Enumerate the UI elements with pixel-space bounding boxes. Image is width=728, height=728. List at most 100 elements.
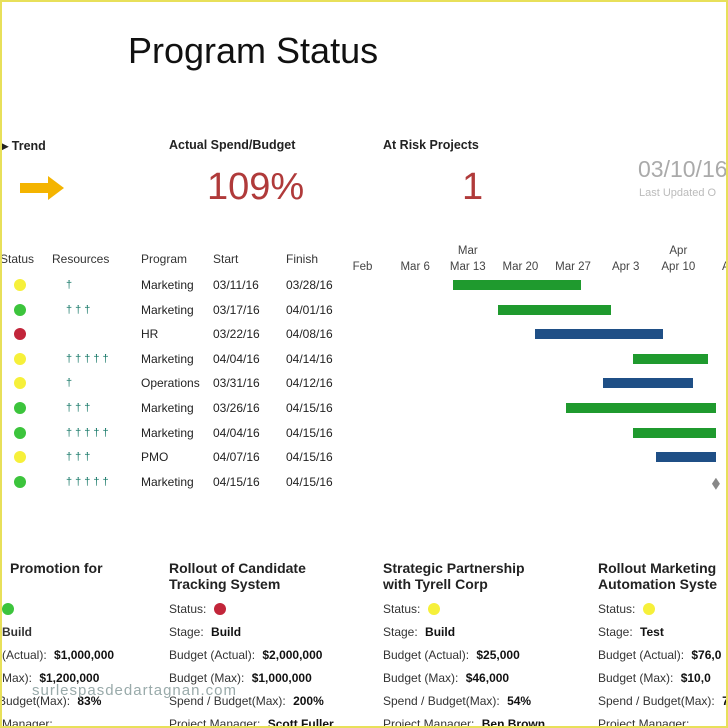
- table-row: ††† Marketing 03/26/16 04/15/16: [2, 401, 342, 421]
- gantt-bar: [655, 452, 716, 463]
- finish-cell: 04/15/16: [286, 450, 333, 465]
- card-field: Project Manager:: [598, 717, 690, 728]
- card-field-value: $1,200,000: [36, 671, 100, 685]
- finish-cell: 04/15/16: [286, 474, 333, 489]
- col-start: Start: [213, 252, 239, 266]
- resources-icons: †††††: [66, 475, 112, 488]
- program-cell: Marketing: [141, 401, 194, 415]
- card-title: Promotion for: [10, 560, 103, 576]
- card-field-label: Budget (Max):: [383, 671, 459, 685]
- card-status-dot-yellow: [428, 603, 441, 615]
- status-dot-green: [14, 303, 26, 316]
- card-field-label: Status:: [383, 602, 421, 616]
- status-date: 03/10/16: [638, 156, 728, 182]
- finish-cell: 04/15/16: [286, 425, 333, 440]
- finish-cell: 04/08/16: [286, 327, 333, 342]
- card-field-value: $25,000: [473, 648, 520, 662]
- start-cell: 03/26/16: [213, 401, 260, 415]
- card-field: Budget (Actual): $25,000: [383, 648, 520, 662]
- col-finish: Finish: [286, 252, 319, 266]
- start-cell: 04/04/16: [213, 425, 260, 440]
- card-field: Project Manager: Ben Brown: [383, 717, 545, 728]
- resources-icons: †††††: [66, 352, 112, 365]
- card-field-label: Budget (Max):: [169, 671, 245, 685]
- card-field: Budget (Actual): $2,000,000: [169, 648, 322, 662]
- card-field: Budget (Actual): $76,0: [598, 648, 721, 662]
- gantt-bar: [452, 280, 581, 290]
- gantt-tick-label: Apr: [722, 260, 726, 275]
- card-field: (Actual): $1,000,000: [2, 648, 114, 662]
- resources-icons: †: [66, 279, 76, 291]
- card-field-value: $1,000,000: [50, 648, 115, 662]
- card-field: Budget (Max): $46,000: [383, 671, 509, 685]
- start-cell: 04/15/16: [213, 474, 260, 489]
- program-cell: Marketing: [141, 278, 194, 292]
- card-field-label: Budget (Actual):: [169, 648, 256, 662]
- gantt-bar: [633, 427, 716, 438]
- card-field-value: 83%: [74, 694, 102, 708]
- card-field-label: Budget (Max):: [598, 671, 674, 685]
- start-cell: 04/04/16: [213, 351, 260, 366]
- table-row: ††††† Marketing 04/04/16 04/15/16: [2, 426, 342, 446]
- card-field-label: (Actual):: [2, 648, 47, 662]
- table-row: ††† PMO 04/07/16 04/15/16: [2, 450, 342, 470]
- card-field-label: Build: [2, 625, 32, 639]
- card-field-value: Build: [207, 625, 242, 639]
- col-resources: Resources: [52, 252, 110, 266]
- status-dot-green: [14, 426, 26, 439]
- table-row: † Marketing 03/11/16 03/28/16: [2, 278, 342, 298]
- status-dot-yellow: [14, 377, 26, 390]
- start-cell: 03/22/16: [213, 327, 260, 342]
- card-field-label: Spend / Budget(Max):: [169, 694, 286, 708]
- card-field-value: $10,0: [677, 671, 711, 685]
- table-row: ††††† Marketing 04/04/16 04/14/16: [2, 352, 342, 372]
- card-field-label: Budget (Actual):: [598, 648, 685, 662]
- finish-cell: 04/15/16: [286, 401, 333, 415]
- trend-label: ▸ Trend: [2, 139, 46, 153]
- gantt-tick-label: Mar 6: [400, 261, 430, 273]
- gantt-tick-label: Apr 10: [661, 261, 696, 273]
- card-field-label: Budget(Max):: [0, 694, 71, 708]
- card-field: Budget (Max): $1,000,000: [169, 671, 312, 685]
- card-field-value: $1,000,000: [248, 671, 312, 685]
- card-field-label: Project Manager:: [169, 717, 261, 728]
- card-status-dot-green: [2, 603, 14, 615]
- start-cell: 03/31/16: [213, 376, 260, 391]
- gantt-bar: [497, 304, 611, 315]
- gantt-bar: [633, 353, 709, 364]
- card-field-value: 54%: [503, 694, 532, 708]
- card-field-label: Project Manager:: [598, 717, 690, 728]
- card-field: Max): $1,200,000: [2, 671, 99, 685]
- status-dot-yellow: [14, 352, 26, 365]
- at-risk-label: At Risk Projects: [383, 138, 479, 152]
- gantt-month-label: Mar: [457, 245, 478, 257]
- card-status-dot-red: [214, 603, 227, 615]
- gantt-bar: [603, 378, 694, 389]
- resources-icons: †: [66, 377, 76, 390]
- card-field: Status:: [169, 602, 227, 616]
- card-field: Stage: Test: [598, 625, 664, 639]
- resources-icons: †††: [66, 303, 94, 316]
- resources-icons: †††: [66, 402, 94, 414]
- at-risk-value: 1: [462, 166, 484, 208]
- program-cell: Marketing: [141, 351, 194, 366]
- status-dot-green: [14, 402, 26, 414]
- gantt-tick-label: Mar 13: [449, 261, 486, 273]
- card-field: Status:: [383, 602, 441, 616]
- start-cell: 03/11/16: [213, 278, 259, 292]
- gantt-milestone: [711, 477, 720, 490]
- last-updated-label: Last Updated O: [639, 187, 717, 199]
- card-field-label: Project Manager:: [383, 717, 475, 728]
- card-field: Budget (Max): $10,0: [598, 671, 711, 685]
- card-field: Stage: Build: [383, 625, 455, 639]
- card-field-value: Build: [421, 625, 456, 639]
- table-row: † Operations 03/31/16 04/12/16: [2, 376, 342, 396]
- card-field: Spend / Budget(Max): 200%: [169, 694, 324, 708]
- start-cell: 04/07/16: [213, 450, 260, 465]
- card-field-value: $46,000: [462, 671, 510, 685]
- resources-icons: †††: [66, 451, 94, 464]
- card-field-value: 72: [719, 694, 726, 708]
- card-status-dot-yellow: [643, 603, 656, 615]
- gantt-tick-label: Mar 27: [555, 261, 591, 273]
- card-field-value: $2,000,000: [259, 648, 323, 662]
